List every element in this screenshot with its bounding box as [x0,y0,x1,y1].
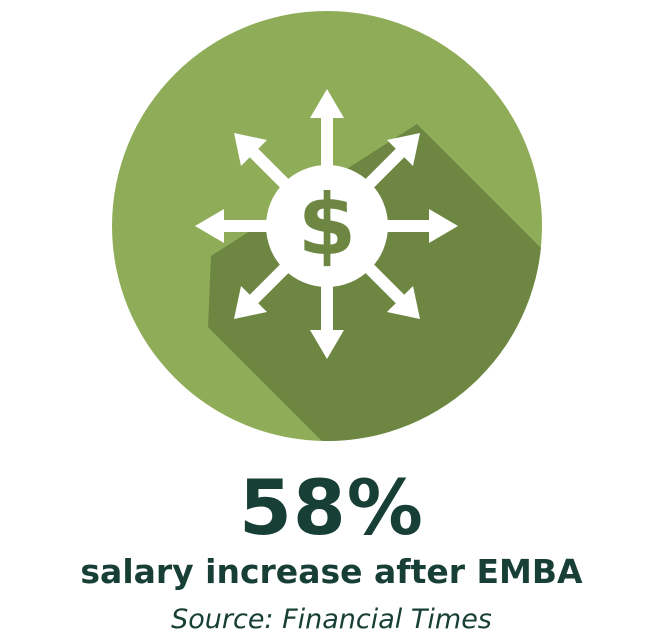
arrow-right [429,209,458,243]
stat-value: 58% [239,463,424,552]
salary-growth-icon: $ [111,10,543,442]
arrow-up-left [234,133,267,166]
arrows-icon [195,89,458,359]
arrow-up-right [387,133,420,166]
arrow-up [310,89,344,118]
arrow-down [310,330,344,359]
arrow-down-left [234,286,267,319]
coin [266,165,388,287]
stat-label: salary increase after EMBA [80,552,583,591]
arrow-left [195,209,224,243]
arrow-down-right [387,286,420,319]
source-text: Source: Financial Times [171,604,492,635]
dollar-sign: $ [298,176,356,274]
